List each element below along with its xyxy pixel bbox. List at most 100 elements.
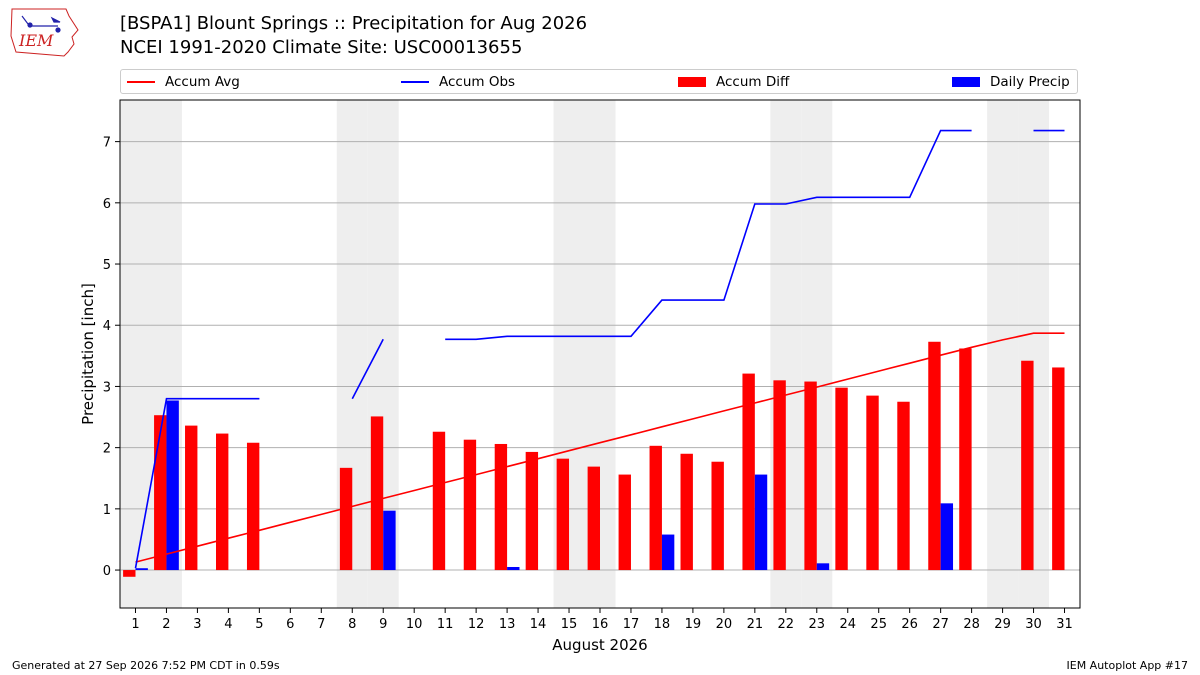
legend-label-accum-avg: Accum Avg	[165, 74, 240, 90]
accum-diff-bar-12	[463, 439, 477, 571]
legend-label-accum-obs: Accum Obs	[439, 74, 516, 90]
x-tick-label-5: 5	[255, 617, 263, 632]
accum-obs-segment-0	[134, 397, 260, 569]
y-tick-label-3: 3	[103, 380, 111, 395]
legend-swatch-accum-diff	[678, 77, 706, 87]
x-tick-label-10: 10	[406, 617, 423, 632]
accum-diff-bars	[123, 341, 1065, 577]
accum-diff-bar-27	[928, 341, 941, 571]
y-tick-label-5: 5	[103, 258, 111, 273]
chart-subtitle: NCEI 1991-2020 Climate Site: USC00013655	[120, 37, 523, 58]
y-tick-label-2: 2	[103, 442, 111, 457]
legend-label-accum-diff: Accum Diff	[716, 74, 790, 90]
legend-item-accum-diff: Accum Diff	[678, 73, 789, 91]
x-tick-label-22: 22	[778, 617, 795, 632]
y-tick-label-4: 4	[103, 319, 111, 334]
daily-precip-bar-27	[940, 503, 954, 571]
accum-avg-polyline	[135, 332, 1065, 563]
legend-item-accum-obs: Accum Obs	[401, 73, 515, 91]
x-tick-label-19: 19	[685, 617, 702, 632]
x-tick-label-21: 21	[747, 617, 764, 632]
y-tick-label-0: 0	[103, 564, 111, 579]
accum-diff-bar-8	[339, 467, 353, 571]
x-tick-label-31: 31	[1056, 617, 1073, 632]
accum-diff-bar-26	[897, 401, 910, 571]
x-tick-label-27: 27	[932, 617, 949, 632]
weekend-shading	[120, 100, 1050, 608]
x-tick-label-28: 28	[963, 617, 980, 632]
accum-diff-bar-4	[216, 433, 229, 571]
accum-diff-bar-19	[680, 453, 693, 571]
footer-app-text: IEM Autoplot App #17	[1066, 659, 1189, 672]
x-tick-label-13: 13	[499, 617, 516, 632]
y-tick-label-7: 7	[103, 136, 111, 151]
legend-item-accum-avg: Accum Avg	[127, 73, 240, 91]
accum-diff-bar-9	[370, 416, 384, 571]
accum-diff-bar-16	[587, 466, 600, 571]
footer-generated-text: Generated at 27 Sep 2026 7:52 PM CDT in …	[12, 659, 280, 672]
accum-obs-segment-2	[445, 129, 972, 341]
x-axis-ticks: 1 2 3 4 5 6 7 8 9 10 11 12 13 14 15 16 17 18 19 20 21 22 23 24 2…	[131, 608, 1073, 632]
x-tick-label-3: 3	[193, 617, 201, 632]
daily-precip-bar-21	[754, 474, 768, 571]
accum-diff-bar-30	[1021, 360, 1034, 571]
x-tick-label-14: 14	[530, 617, 547, 632]
legend-item-daily-precip: Daily Precip	[952, 73, 1070, 91]
accum-diff-bar-25	[866, 395, 879, 571]
x-tick-label-17: 17	[623, 617, 640, 632]
daily-precip-bar-1	[135, 568, 148, 571]
x-tick-label-4: 4	[224, 617, 232, 632]
weekend-band-1	[120, 100, 151, 608]
accum-avg-line	[135, 332, 1065, 563]
x-tick-label-24: 24	[839, 617, 856, 632]
legend-label-daily-precip: Daily Precip	[990, 74, 1070, 90]
x-tick-label-23: 23	[809, 617, 826, 632]
chart-title: [BSPA1] Blount Springs :: Precipitation …	[120, 13, 588, 34]
daily-precip-bar-23	[816, 563, 830, 571]
accum-diff-bar-17	[618, 474, 631, 571]
accum-diff-bar-28	[959, 348, 972, 571]
x-tick-label-2: 2	[162, 617, 170, 632]
x-tick-label-9: 9	[379, 617, 387, 632]
daily-precip-bar-9	[383, 510, 396, 571]
accum-diff-bar-14	[525, 451, 539, 571]
x-tick-label-8: 8	[348, 617, 356, 632]
x-tick-label-20: 20	[716, 617, 733, 632]
x-tick-label-25: 25	[870, 617, 887, 632]
accum-diff-bar-5	[246, 442, 260, 571]
accum-diff-bar-11	[432, 431, 446, 571]
accum-diff-bar-3	[185, 425, 198, 571]
y-axis-ticks: 0 1 2 3 4 5 6 7	[103, 136, 120, 579]
accum-diff-bar-21	[742, 373, 755, 571]
y-tick-label-1: 1	[103, 503, 111, 518]
daily-precip-bar-2	[166, 400, 179, 571]
x-tick-label-29: 29	[994, 617, 1011, 632]
daily-precip-bar-18	[661, 534, 675, 571]
accum-diff-bar-18	[649, 445, 662, 571]
accum-diff-bar-2	[154, 415, 167, 571]
x-tick-label-12: 12	[468, 617, 485, 632]
x-tick-label-7: 7	[317, 617, 325, 632]
x-tick-label-18: 18	[654, 617, 671, 632]
y-axis-label: Precipitation [inch]	[79, 283, 97, 425]
x-tick-label-15: 15	[561, 617, 578, 632]
weekend-band-29	[987, 100, 1019, 608]
accum-diff-bar-24	[835, 387, 848, 571]
accum-diff-bar-31	[1052, 367, 1065, 571]
daily-precip-bar-13	[507, 566, 520, 571]
logo-text: IEM	[18, 31, 54, 50]
accum-obs-line	[134, 129, 1065, 569]
accum-diff-bar-23	[804, 381, 817, 571]
legend: Accum Avg Accum Obs Accum Diff Daily Pre…	[120, 69, 1078, 94]
legend-swatch-daily-precip	[952, 77, 980, 87]
legend-swatch-accum-obs	[401, 81, 429, 83]
accum-diff-bar-13	[494, 443, 508, 571]
accum-obs-segment-1	[351, 338, 384, 400]
accum-diff-bar-1	[123, 570, 136, 577]
x-tick-label-16: 16	[592, 617, 609, 632]
weather-icon	[21, 15, 61, 33]
accum-diff-bar-22	[773, 380, 786, 571]
daily-precip-bars	[135, 400, 954, 571]
x-tick-label-30: 30	[1025, 617, 1042, 632]
